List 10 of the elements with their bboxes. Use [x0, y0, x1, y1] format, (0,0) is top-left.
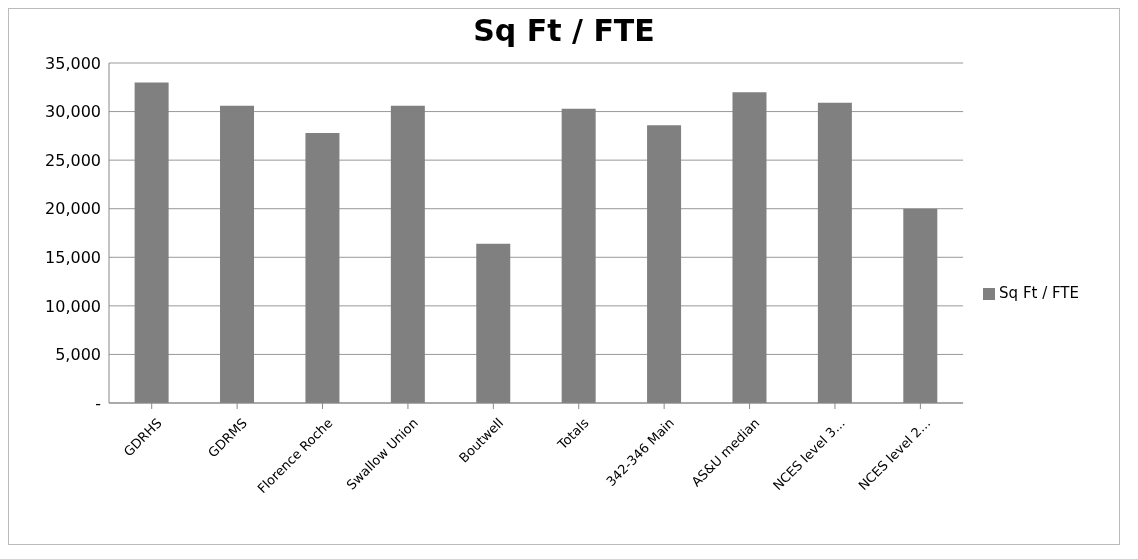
y-tick-label: 5,000 [55, 345, 101, 365]
y-tick-label: 35,000 [45, 53, 101, 73]
y-tick-label: 25,000 [45, 150, 101, 170]
y-tick-label: 20,000 [45, 199, 101, 219]
y-tick-label: - [95, 393, 101, 413]
y-tick-label: 15,000 [45, 247, 101, 267]
y-tick-label: 10,000 [45, 296, 101, 316]
legend-label: Sq Ft / FTE [999, 284, 1079, 302]
y-tick-label: 30,000 [45, 102, 101, 122]
chart-title: Sq Ft / FTE [472, 13, 656, 50]
